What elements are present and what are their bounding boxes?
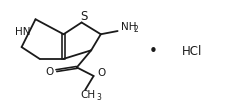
Text: •: • bbox=[149, 44, 158, 59]
Text: S: S bbox=[80, 10, 87, 23]
Text: O: O bbox=[45, 67, 53, 77]
Text: 3: 3 bbox=[96, 93, 101, 102]
Text: 2: 2 bbox=[134, 25, 139, 34]
Text: HN: HN bbox=[15, 27, 30, 37]
Text: NH: NH bbox=[121, 22, 137, 32]
Text: HCl: HCl bbox=[182, 45, 202, 58]
Text: O: O bbox=[97, 68, 105, 78]
Text: CH: CH bbox=[80, 90, 95, 100]
